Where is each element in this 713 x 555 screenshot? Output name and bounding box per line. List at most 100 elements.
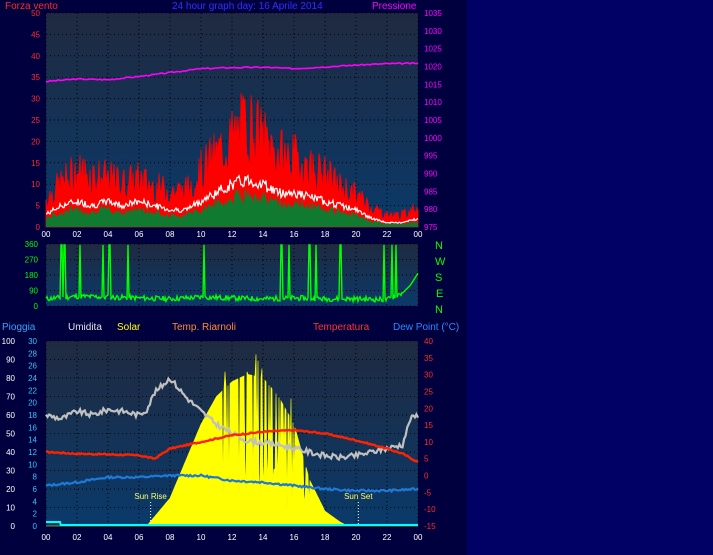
pressure-y-tick: 1020 bbox=[424, 63, 442, 72]
humidity-y-tick: 100 bbox=[2, 337, 16, 346]
x-tick-label: 02 bbox=[73, 533, 82, 542]
x-tick-label: 20 bbox=[352, 230, 361, 239]
legend-solar: Solar bbox=[117, 322, 141, 333]
rain-y-tick: 14 bbox=[28, 436, 37, 445]
wind-y-tick: 20 bbox=[31, 137, 40, 146]
wind-gust-series bbox=[45, 92, 419, 228]
legend-rain: Pioggia bbox=[2, 322, 36, 333]
humidity-y-tick: 90 bbox=[6, 356, 15, 365]
temperature-series bbox=[46, 428, 419, 464]
rain-y-tick: 18 bbox=[28, 411, 37, 420]
wind-y-tick: 50 bbox=[31, 9, 40, 18]
wind-fill-series bbox=[46, 186, 418, 227]
pressure-y-tick: 1010 bbox=[424, 98, 442, 107]
x-tick-label: 00 bbox=[42, 533, 51, 542]
wind-y-tick: 40 bbox=[31, 52, 40, 61]
rain-y-tick: 26 bbox=[28, 362, 37, 371]
x-tick-label: 18 bbox=[321, 533, 330, 542]
humidity-y-tick: 70 bbox=[6, 393, 15, 402]
temp-y-tick: 15 bbox=[424, 421, 433, 430]
x-tick-label: 10 bbox=[197, 533, 206, 542]
dew-point-series bbox=[45, 473, 419, 494]
direction-y-tick: 180 bbox=[25, 271, 39, 280]
pressure-y-tick: 1025 bbox=[424, 45, 442, 54]
temp-y-tick: 5 bbox=[424, 455, 429, 464]
pressure-axis-title: Pressione bbox=[372, 1, 417, 12]
temp-y-tick: -15 bbox=[424, 522, 436, 531]
temp-humidity-solar-chart: 00 02 04 06 08 10 12 14 16 18 20 22 0001020304050607… bbox=[2, 337, 436, 542]
wind-y-tick: 10 bbox=[31, 180, 40, 189]
rain-y-tick: 6 bbox=[33, 485, 38, 494]
rain-y-tick: 20 bbox=[28, 399, 37, 408]
temp-y-tick: 0 bbox=[424, 472, 429, 481]
wind-y-tick: 0 bbox=[36, 223, 41, 232]
x-tick-label: 06 bbox=[135, 230, 144, 239]
x-tick-label: 00 bbox=[414, 533, 423, 542]
pressure-y-tick: 1035 bbox=[424, 9, 442, 18]
x-tick-label: 20 bbox=[352, 533, 361, 542]
compass-n-top: N bbox=[435, 240, 443, 252]
x-tick-label: 10 bbox=[197, 230, 206, 239]
x-tick-label: 22 bbox=[383, 533, 392, 542]
x-tick-label: 12 bbox=[228, 230, 237, 239]
rain-y-tick: 30 bbox=[28, 337, 37, 346]
humidity-y-tick: 80 bbox=[6, 374, 15, 383]
direction-y-tick: 90 bbox=[29, 287, 38, 296]
x-tick-label: 08 bbox=[166, 533, 175, 542]
humidity-y-tick: 20 bbox=[6, 485, 15, 494]
pressure-y-tick: 1000 bbox=[424, 134, 442, 143]
x-tick-label: 12 bbox=[228, 533, 237, 542]
chart-title: 24 hour graph day: 16 Aprile 2014 bbox=[172, 1, 323, 12]
humidity-y-tick: 0 bbox=[11, 522, 16, 531]
x-tick-label: 02 bbox=[73, 230, 82, 239]
compass-w: W bbox=[435, 256, 446, 268]
wind-pressure-chart: 00 02 04 06 08 10 12 14 16 18 20 22 0005101520253035… bbox=[31, 9, 442, 239]
temp-y-tick: -10 bbox=[424, 505, 436, 514]
x-tick-label: 00 bbox=[414, 230, 423, 239]
pressure-series bbox=[46, 61, 419, 83]
temp-y-tick: 10 bbox=[424, 438, 433, 447]
x-tick-label: 06 bbox=[135, 533, 144, 542]
sunrise-label: Sun Rise bbox=[134, 492, 167, 501]
pressure-y-tick: 1015 bbox=[424, 80, 442, 89]
humidity-y-tick: 60 bbox=[6, 411, 15, 420]
direction-y-tick: 0 bbox=[34, 302, 39, 311]
wind-y-tick: 25 bbox=[31, 116, 40, 125]
right-empty-panel bbox=[467, 0, 713, 555]
rain-y-tick: 4 bbox=[33, 497, 38, 506]
rain-y-tick: 16 bbox=[28, 423, 37, 432]
rain-y-tick: 24 bbox=[28, 374, 37, 383]
x-tick-label: 14 bbox=[259, 230, 268, 239]
wind-average-series bbox=[45, 174, 419, 224]
wind-y-tick: 35 bbox=[31, 73, 40, 82]
pressure-y-tick: 995 bbox=[424, 152, 438, 161]
legend-dew-point: Dew Point (°C) bbox=[393, 322, 460, 333]
temp-y-tick: 35 bbox=[424, 354, 433, 363]
wind-direction-chart: 0 90 180 270 360 bbox=[25, 240, 419, 311]
rain-series bbox=[46, 521, 418, 526]
x-tick-label: 14 bbox=[259, 533, 268, 542]
rain-y-tick: 0 bbox=[33, 522, 38, 531]
temp-y-tick: 40 bbox=[424, 337, 433, 346]
direction-y-tick: 270 bbox=[25, 256, 39, 265]
pressure-y-tick: 975 bbox=[424, 223, 438, 232]
x-tick-label: 18 bbox=[321, 230, 330, 239]
wind-y-tick: 5 bbox=[36, 202, 41, 211]
wind-y-tick: 45 bbox=[31, 30, 40, 39]
x-tick-label: 04 bbox=[104, 230, 113, 239]
x-tick-label: 00 bbox=[42, 230, 51, 239]
x-tick-label: 16 bbox=[290, 230, 299, 239]
temp-y-tick: 20 bbox=[424, 404, 433, 413]
compass-s: S bbox=[435, 272, 443, 284]
rain-y-tick: 8 bbox=[33, 473, 38, 482]
rain-y-tick: 12 bbox=[28, 448, 37, 457]
temp-y-tick: 30 bbox=[424, 371, 433, 380]
humidity-y-tick: 30 bbox=[6, 467, 15, 476]
wind-direction-series bbox=[45, 244, 419, 305]
legend-temp-heating: Temp. Riarnoli bbox=[172, 322, 236, 333]
pressure-y-tick: 980 bbox=[424, 205, 438, 214]
sunset-label: Sun Set bbox=[344, 492, 373, 501]
humidity-y-tick: 10 bbox=[6, 504, 15, 513]
pressure-y-tick: 985 bbox=[424, 187, 438, 196]
rain-y-tick: 28 bbox=[28, 349, 37, 358]
